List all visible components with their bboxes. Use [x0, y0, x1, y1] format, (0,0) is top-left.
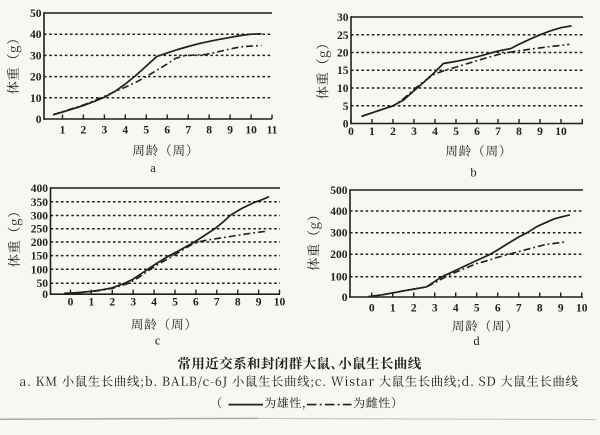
- svg-text:9: 9: [227, 125, 233, 137]
- svg-text:8: 8: [206, 125, 212, 137]
- svg-text:200: 200: [330, 249, 348, 261]
- svg-text:15: 15: [337, 65, 349, 77]
- svg-text:30: 30: [30, 50, 42, 62]
- svg-text:10: 10: [245, 125, 257, 137]
- svg-text:4: 4: [453, 303, 459, 315]
- svg-text:400: 400: [31, 183, 49, 195]
- svg-text:1: 1: [369, 126, 375, 138]
- svg-text:3: 3: [411, 126, 417, 138]
- svg-text:2: 2: [411, 303, 417, 315]
- svg-text:200: 200: [31, 237, 49, 249]
- svg-text:400: 400: [330, 206, 348, 218]
- svg-text:0: 0: [369, 303, 375, 315]
- svg-text:3: 3: [102, 125, 108, 137]
- svg-text:300: 300: [31, 211, 49, 223]
- svg-text:10: 10: [30, 93, 42, 105]
- svg-text:10: 10: [555, 126, 567, 138]
- svg-text:300: 300: [330, 228, 348, 240]
- svg-text:25: 25: [337, 30, 349, 42]
- svg-text:8: 8: [537, 303, 543, 315]
- svg-text:3: 3: [432, 303, 438, 315]
- svg-text:9: 9: [256, 297, 262, 309]
- svg-text:11: 11: [267, 125, 278, 137]
- svg-text:6: 6: [164, 125, 170, 137]
- svg-text:7: 7: [185, 125, 191, 137]
- svg-text:b: b: [470, 166, 476, 180]
- svg-text:500: 500: [330, 185, 348, 197]
- svg-text:100: 100: [31, 264, 49, 276]
- svg-text:20: 20: [337, 48, 349, 60]
- svg-text:50: 50: [37, 278, 49, 290]
- svg-text:50: 50: [30, 8, 42, 20]
- svg-text:1: 1: [89, 297, 95, 309]
- svg-text:0: 0: [68, 297, 74, 309]
- svg-text:5: 5: [143, 125, 149, 137]
- svg-text:10: 10: [576, 303, 588, 315]
- svg-text:a: a: [150, 161, 156, 175]
- svg-text:7: 7: [516, 303, 522, 315]
- svg-text:250: 250: [31, 224, 49, 236]
- svg-text:8: 8: [235, 297, 241, 309]
- svg-text:10: 10: [337, 83, 349, 95]
- svg-text:1: 1: [390, 303, 396, 315]
- svg-text:0: 0: [342, 292, 348, 304]
- svg-text:2: 2: [81, 125, 87, 137]
- svg-text:4: 4: [432, 126, 438, 138]
- svg-text:5: 5: [474, 303, 480, 315]
- svg-text:6: 6: [495, 303, 501, 315]
- svg-text:100: 100: [330, 272, 348, 284]
- svg-text:2: 2: [109, 297, 115, 309]
- svg-text:350: 350: [31, 197, 49, 209]
- svg-text:3: 3: [130, 297, 136, 309]
- svg-text:c: c: [155, 334, 161, 348]
- svg-text:7: 7: [495, 126, 501, 138]
- svg-text:4: 4: [122, 125, 128, 137]
- svg-text:9: 9: [537, 126, 543, 138]
- svg-text:40: 40: [30, 29, 42, 41]
- svg-text:2: 2: [390, 126, 396, 138]
- svg-text:d: d: [473, 334, 480, 348]
- svg-text:6: 6: [474, 126, 480, 138]
- svg-text:1: 1: [60, 125, 66, 137]
- svg-text:7: 7: [214, 297, 220, 309]
- svg-text:9: 9: [558, 303, 564, 315]
- svg-text:10: 10: [274, 297, 286, 309]
- svg-text:0: 0: [36, 114, 42, 126]
- svg-text:5: 5: [343, 101, 349, 113]
- svg-text:0: 0: [343, 119, 349, 131]
- svg-text:8: 8: [516, 126, 522, 138]
- svg-text:30: 30: [337, 12, 349, 24]
- svg-text:4: 4: [151, 297, 157, 309]
- svg-text:6: 6: [193, 297, 199, 309]
- svg-text:150: 150: [31, 251, 49, 263]
- svg-text:5: 5: [453, 126, 459, 138]
- svg-text:5: 5: [172, 297, 178, 309]
- svg-text:0: 0: [42, 289, 48, 301]
- svg-text:20: 20: [30, 72, 42, 84]
- svg-text:0: 0: [348, 126, 354, 138]
